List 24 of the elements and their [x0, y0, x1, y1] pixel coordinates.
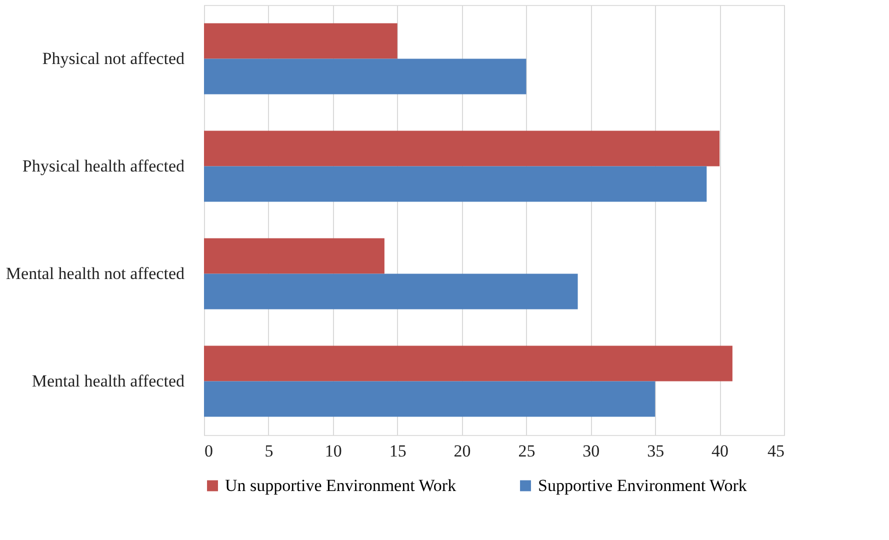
- bar: [204, 346, 732, 382]
- bar: [204, 130, 720, 166]
- y-tick-label: Mental health not affected: [6, 264, 185, 283]
- x-tick-label: 5: [264, 442, 274, 460]
- y-tick-label: Mental health affected: [32, 371, 185, 390]
- x-tick-label: 0: [204, 442, 213, 460]
- x-tick-label: 35: [647, 442, 664, 460]
- bar: [204, 274, 578, 310]
- x-tick-label: 40: [712, 442, 729, 460]
- bar: [204, 166, 707, 202]
- x-tick-label: 20: [454, 442, 471, 460]
- bar: [204, 23, 398, 59]
- x-tick-label: 30: [582, 442, 600, 460]
- x-tick-label: 45: [768, 442, 784, 460]
- legend-label: Un supportive Environment Work: [225, 476, 457, 495]
- x-tick-label: 15: [389, 442, 406, 460]
- y-tick-label: Physical health affected: [22, 156, 185, 176]
- bar: [204, 58, 526, 94]
- y-tick-label: Physical not affected: [42, 48, 185, 68]
- x-tick-label: 25: [518, 442, 536, 460]
- x-tick-label: 10: [324, 442, 342, 460]
- legend-label: Supportive Environment Work: [538, 476, 748, 495]
- bar: [204, 238, 384, 274]
- bar: [204, 381, 656, 417]
